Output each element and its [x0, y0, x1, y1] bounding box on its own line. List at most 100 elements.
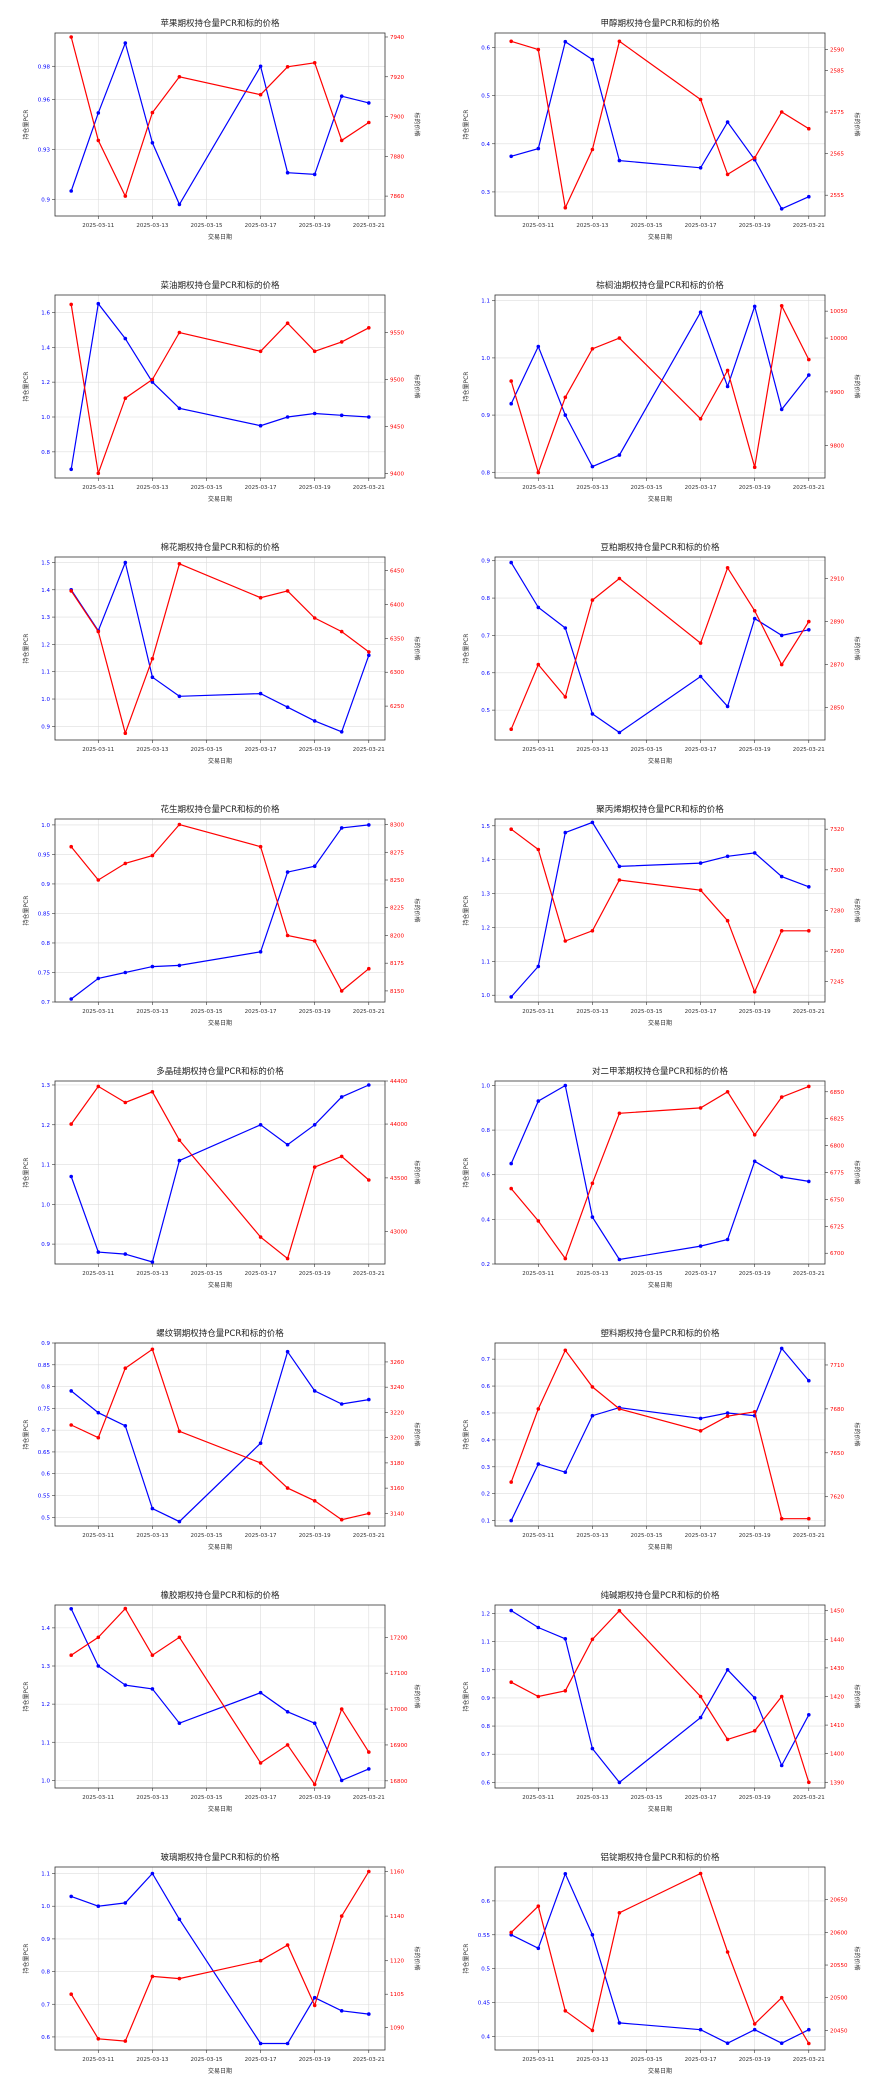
- y-left-tick-label: 1.0: [41, 1904, 50, 1910]
- y-left-tick-label: 1.2: [41, 1123, 50, 1129]
- price-point: [725, 566, 730, 570]
- y-right-tick-label: 6825: [830, 1117, 844, 1123]
- y-left-axis-label: 持仓量PCR: [462, 634, 470, 664]
- x-tick-label: 2025-03-13: [576, 1795, 608, 1801]
- y-left-tick-label: 0.7: [41, 1000, 50, 1006]
- price-point: [258, 349, 263, 354]
- pcr-point: [698, 1416, 703, 1421]
- pcr-point: [563, 1872, 568, 1876]
- price-point: [177, 1976, 182, 1981]
- pcr-point: [367, 1397, 371, 1402]
- pcr-point: [258, 423, 263, 428]
- plot-frame: [54, 1342, 386, 1527]
- x-tick-label: 2025-03-17: [685, 223, 717, 229]
- price-point: [590, 1385, 595, 1389]
- y-left-tick-label: 0.2: [481, 1262, 490, 1268]
- price-point: [536, 662, 541, 667]
- y-right-tick-label: 3240: [390, 1385, 404, 1391]
- price-point: [563, 1348, 568, 1353]
- price-point: [258, 595, 263, 600]
- y-right-tick-label: 2575: [830, 110, 844, 116]
- chart-title: 铝锭期权持仓量PCR和标的价格: [601, 1852, 720, 1863]
- price-point: [312, 939, 317, 943]
- pcr-point: [258, 64, 263, 69]
- price-point: [258, 844, 263, 849]
- chart-panel: 花生期权持仓量PCR和标的价格 2025-03-11 2025-03-13 2025-…: [22, 804, 421, 1027]
- price-point: [563, 939, 568, 943]
- price-point: [617, 1407, 622, 1411]
- y-left-tick-label: 0.5: [481, 94, 490, 100]
- pcr-point: [536, 344, 541, 349]
- pcr-point: [177, 1158, 182, 1163]
- pcr-point: [367, 653, 371, 658]
- x-axis-label: 交易日期: [208, 757, 232, 765]
- y-left-tick-label: 1.4: [41, 345, 50, 351]
- y-right-tick-label: 3160: [390, 1486, 404, 1492]
- y-right-tick-label: 1450: [830, 1609, 844, 1615]
- y-right-tick-label: 17100: [390, 1671, 408, 1677]
- y-right-axis-label: 标的价格: [853, 374, 861, 398]
- pcr-point: [69, 189, 73, 193]
- pcr-point: [590, 1413, 595, 1418]
- y-right-tick-label: 9450: [390, 424, 404, 430]
- price-series-line: [70, 562, 370, 736]
- pcr-point: [69, 1389, 73, 1393]
- price-series-line: [510, 1349, 809, 1520]
- pcr-point: [617, 1257, 622, 1262]
- y-left-tick-label: 0.55: [478, 1933, 491, 1939]
- price-point: [96, 878, 101, 882]
- pcr-point: [177, 963, 182, 968]
- y-right-tick-label: 7650: [830, 1451, 844, 1457]
- price-point: [563, 2009, 568, 2013]
- price-point: [339, 629, 344, 634]
- pcr-point: [752, 851, 757, 855]
- y-right-tick-label: 20550: [830, 1963, 848, 1969]
- price-point: [339, 340, 344, 344]
- pcr-point: [509, 1608, 513, 1613]
- price-point: [69, 302, 73, 307]
- price-point: [285, 321, 290, 326]
- x-tick-label: 2025-03-15: [630, 1533, 662, 1539]
- y-left-tick-label: 1.4: [41, 1626, 50, 1632]
- y-left-tick-label: 1.5: [41, 560, 50, 566]
- price-point: [123, 2039, 128, 2043]
- price-point: [367, 326, 371, 330]
- pcr-point: [96, 1664, 101, 1668]
- x-tick-label: 2025-03-13: [136, 485, 168, 491]
- x-axis-label: 交易日期: [648, 1281, 672, 1289]
- price-point: [339, 1517, 344, 1522]
- pcr-point: [285, 1710, 290, 1714]
- price-series-line: [510, 1872, 810, 2044]
- price-point: [509, 1186, 513, 1191]
- y-left-axis-label: 持仓量PCR: [22, 372, 30, 402]
- x-axis-label: 交易日期: [648, 2067, 672, 2075]
- y-left-tick-label: 0.6: [41, 1472, 50, 1478]
- y-left-tick-label: 0.75: [38, 1406, 51, 1412]
- y-right-tick-label: 1400: [830, 1752, 844, 1758]
- price-series-line: [70, 1348, 369, 1521]
- pcr-point: [123, 41, 128, 45]
- price-point: [725, 1950, 730, 1954]
- chart-title: 苹果期权持仓量PCR和标的价格: [161, 18, 280, 29]
- pcr-point: [752, 304, 757, 309]
- y-left-tick-label: 0.8: [41, 1970, 50, 1976]
- y-right-tick-label: 10050: [830, 309, 848, 315]
- x-tick-label: 2025-03-15: [630, 747, 662, 753]
- y-right-tick-label: 8250: [390, 878, 404, 884]
- price-point: [509, 39, 513, 44]
- y-left-tick-label: 0.65: [38, 1450, 51, 1456]
- x-axis-label: 交易日期: [648, 1019, 672, 1027]
- price-point: [536, 1904, 541, 1908]
- pcr-point: [150, 1687, 155, 1691]
- price-point: [150, 1974, 155, 1979]
- price-point: [617, 576, 622, 581]
- x-tick-label: 2025-03-21: [793, 1009, 825, 1015]
- x-tick-label: 2025-03-11: [522, 2057, 554, 2063]
- price-point: [285, 1943, 290, 1947]
- x-tick-label: 2025-03-17: [685, 1009, 717, 1015]
- x-tick-label: 2025-03-19: [299, 1533, 331, 1539]
- price-point: [150, 110, 155, 115]
- y-left-axis-label: 持仓量PCR: [22, 110, 30, 140]
- pcr-point: [590, 1215, 595, 1219]
- pcr-point: [590, 57, 595, 62]
